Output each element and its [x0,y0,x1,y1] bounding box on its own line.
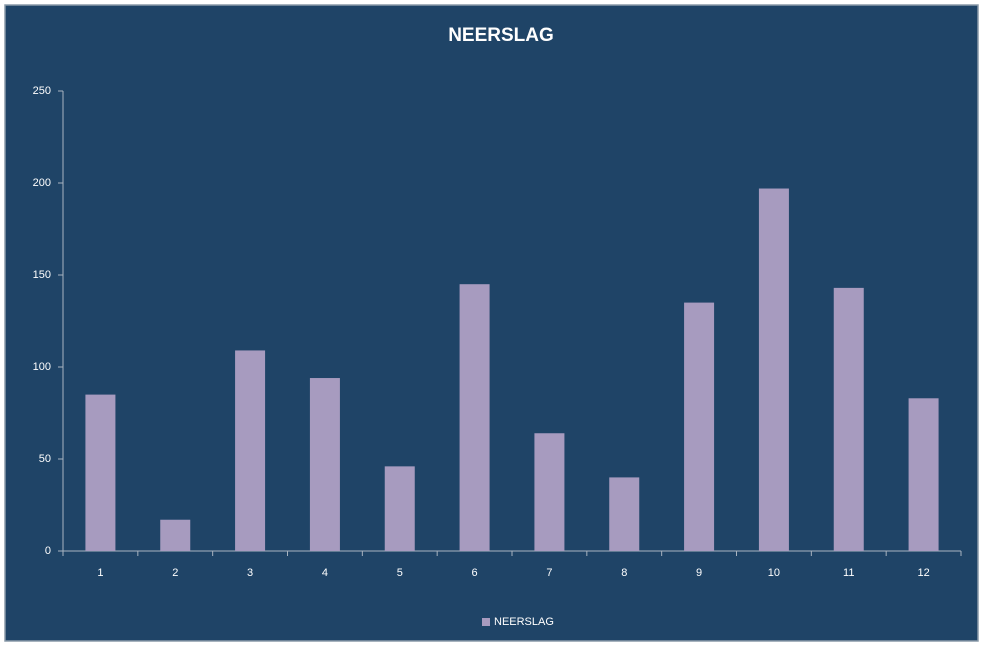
bar [459,284,490,551]
bar [309,378,340,551]
x-tick-label: 5 [397,567,403,579]
legend-label: NEERSLAG [494,616,554,628]
x-tick-label: 3 [247,567,253,579]
x-tick-label: 8 [621,567,627,579]
chart-title: NEERSLAG [448,25,554,46]
y-tick-label: 100 [33,361,51,373]
x-tick-label: 2 [172,567,178,579]
bar [758,188,789,551]
bar [534,433,565,551]
bar [833,287,864,551]
bar [85,394,116,551]
bar [160,519,191,551]
x-tick-label: 9 [696,567,702,579]
x-tick-label: 12 [917,567,929,579]
x-tick-label: 1 [97,567,103,579]
bar [684,302,715,551]
x-tick-label: 7 [546,567,552,579]
x-tick-label: 10 [768,567,780,579]
bar [235,350,266,551]
y-tick-label: 50 [39,453,51,465]
y-tick-label: 200 [33,177,51,189]
bar [908,398,939,551]
x-tick-label: 11 [843,567,854,579]
bar [609,477,640,551]
bar [384,466,415,551]
y-tick-label: 0 [45,545,51,557]
x-tick-label: 4 [322,567,328,579]
y-tick-label: 250 [33,85,51,97]
legend-swatch [482,618,490,626]
chart-background [4,4,979,642]
x-tick-label: 6 [472,567,478,579]
y-tick-label: 150 [33,269,51,281]
